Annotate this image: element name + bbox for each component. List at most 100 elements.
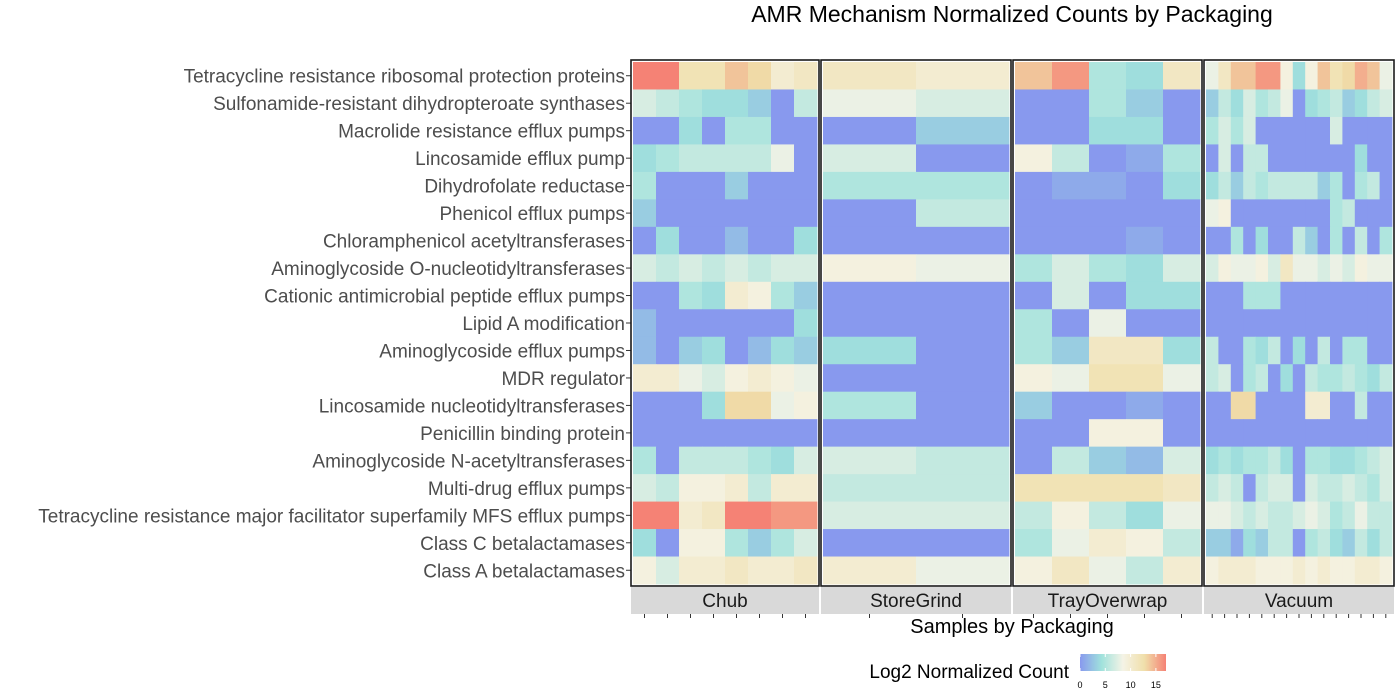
heatmap-cell bbox=[656, 556, 680, 585]
heatmap-cell bbox=[1230, 556, 1244, 585]
heatmap-cell bbox=[656, 474, 680, 502]
heatmap-cell bbox=[656, 226, 680, 255]
heatmap-cell bbox=[1330, 419, 1343, 448]
heatmap-cell bbox=[1342, 254, 1356, 283]
heatmap-cell bbox=[725, 446, 749, 475]
heatmap-cell bbox=[823, 171, 917, 200]
x-axis-title: Samples by Packaging bbox=[910, 616, 1113, 638]
legend-tick-label: 5 bbox=[1103, 680, 1108, 690]
heatmap-cell bbox=[823, 62, 917, 90]
heatmap-cell bbox=[1354, 391, 1368, 420]
heatmap-cell bbox=[1230, 446, 1244, 475]
heatmap-cell bbox=[1280, 62, 1294, 90]
heatmap-cell bbox=[1292, 419, 1306, 448]
heatmap-cell bbox=[1305, 226, 1318, 255]
heatmap-cell bbox=[679, 281, 703, 310]
row-label: Macrolide resistance efflux pumps bbox=[338, 122, 625, 143]
heatmap-cell bbox=[1089, 144, 1127, 173]
heatmap-cell bbox=[633, 171, 657, 200]
heatmap-cell bbox=[1243, 529, 1256, 557]
heatmap-cell bbox=[1342, 336, 1356, 365]
heatmap-cell bbox=[1268, 446, 1281, 475]
heatmap-cell bbox=[1367, 62, 1380, 90]
heatmap-cell bbox=[1126, 309, 1164, 338]
heatmap-cell bbox=[916, 199, 1010, 228]
heatmap-cell bbox=[1255, 171, 1269, 200]
heatmap-cell bbox=[1379, 309, 1393, 338]
heatmap-cell bbox=[1206, 171, 1219, 200]
heatmap-cell bbox=[1015, 62, 1053, 90]
heatmap-cell bbox=[1206, 529, 1219, 557]
heatmap-cell bbox=[1052, 529, 1090, 557]
heatmap-cell bbox=[916, 336, 1010, 365]
heatmap-cell bbox=[1317, 199, 1331, 228]
heatmap-cell bbox=[823, 144, 917, 173]
heatmap-cell bbox=[1367, 529, 1380, 557]
heatmap-cell bbox=[1268, 89, 1281, 118]
heatmap-cell bbox=[1342, 89, 1356, 118]
heatmap-cell bbox=[1230, 226, 1244, 255]
heatmap-cell bbox=[679, 556, 703, 585]
heatmap-cell bbox=[702, 364, 726, 393]
heatmap-cell bbox=[1292, 281, 1306, 310]
heatmap-cell bbox=[1354, 144, 1368, 173]
heatmap-cell bbox=[633, 281, 657, 310]
heatmap-cell bbox=[1126, 556, 1164, 585]
heatmap-cell bbox=[725, 62, 749, 90]
heatmap-cell bbox=[1342, 474, 1356, 502]
heatmap-cell bbox=[748, 474, 772, 502]
facet-panel-trayoverwrap bbox=[1012, 59, 1203, 587]
heatmap-cell bbox=[1163, 529, 1201, 557]
facet-strip-label: Chub bbox=[702, 591, 747, 612]
heatmap-cell bbox=[794, 226, 818, 255]
heatmap-cell bbox=[1163, 199, 1201, 228]
heatmap-cell bbox=[1354, 116, 1368, 145]
heatmap-cell bbox=[1218, 556, 1232, 585]
heatmap-cell bbox=[633, 474, 657, 502]
panel-border bbox=[630, 59, 820, 587]
heatmap-cell bbox=[1255, 529, 1269, 557]
heatmap-cell bbox=[1292, 501, 1306, 530]
heatmap-cell bbox=[1317, 226, 1331, 255]
heatmap-cell bbox=[1379, 144, 1393, 173]
heatmap-cell bbox=[1206, 336, 1219, 365]
row-label: Aminoglycoside N-acetyltransferases bbox=[312, 451, 625, 472]
heatmap-cell bbox=[1052, 309, 1090, 338]
heatmap-cell bbox=[1015, 391, 1053, 420]
heatmap-cell bbox=[1367, 226, 1380, 255]
heatmap-cell bbox=[656, 171, 680, 200]
facet-strip-label: TrayOverwrap bbox=[1048, 591, 1168, 612]
heatmap-cell bbox=[656, 501, 680, 530]
heatmap-cell bbox=[679, 62, 703, 90]
facet-panels bbox=[630, 59, 1395, 587]
heatmap-cell bbox=[1354, 501, 1368, 530]
heatmap-cell bbox=[1052, 474, 1090, 502]
heatmap-cell bbox=[1342, 144, 1356, 173]
heatmap-cell bbox=[916, 144, 1010, 173]
heatmap-cell bbox=[748, 281, 772, 310]
heatmap-cell bbox=[1126, 199, 1164, 228]
heatmap-cell bbox=[1330, 364, 1343, 393]
heatmap-cell bbox=[656, 62, 680, 90]
heatmap-cell bbox=[1243, 62, 1256, 90]
heatmap-cell bbox=[1052, 89, 1090, 118]
heatmap-cell bbox=[1255, 419, 1269, 448]
row-label: Phenicol efflux pumps bbox=[439, 204, 625, 225]
heatmap-cell bbox=[916, 556, 1010, 585]
heatmap-cell bbox=[748, 529, 772, 557]
heatmap-cell bbox=[1268, 336, 1281, 365]
heatmap-cell bbox=[916, 391, 1010, 420]
heatmap-cell bbox=[1367, 171, 1380, 200]
heatmap-cell bbox=[1255, 281, 1269, 310]
heatmap-cell bbox=[702, 144, 726, 173]
heatmap-cell bbox=[633, 446, 657, 475]
heatmap-cell bbox=[771, 419, 795, 448]
heatmap-cell bbox=[1206, 446, 1219, 475]
heatmap-cell bbox=[1015, 116, 1053, 145]
heatmap-cell bbox=[1342, 446, 1356, 475]
heatmap-cell bbox=[1230, 309, 1244, 338]
heatmap-cell bbox=[1292, 364, 1306, 393]
heatmap-cell bbox=[1280, 226, 1294, 255]
row-label: Penicillin binding protein bbox=[420, 424, 625, 445]
heatmap-cell bbox=[1330, 309, 1343, 338]
